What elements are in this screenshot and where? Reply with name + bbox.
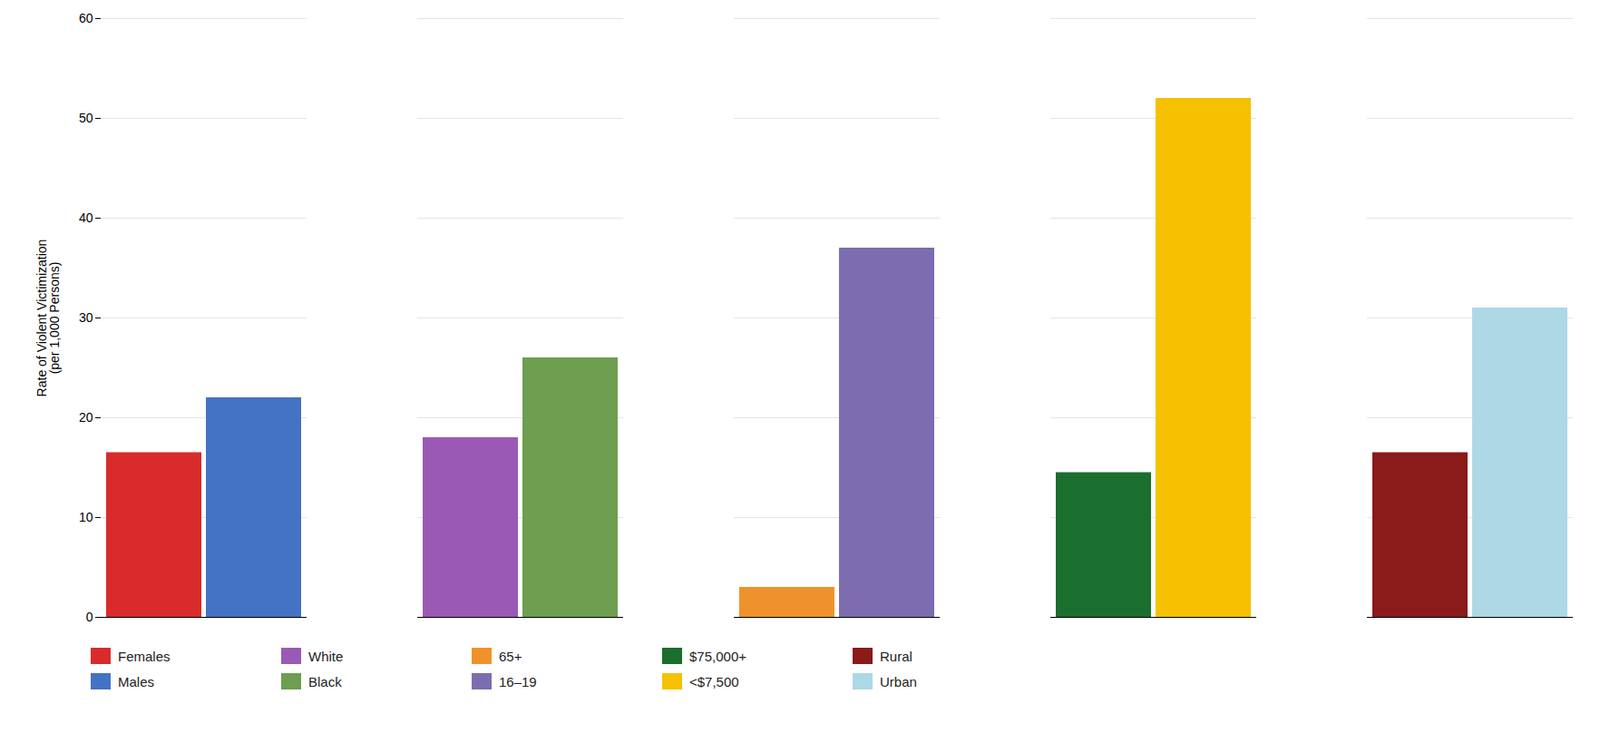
- html-text:$75,000+: $75,000+: [689, 648, 747, 664]
- html-text:65+: 65+: [498, 648, 522, 664]
- html-text:Urban: Urban: [879, 673, 917, 689]
- svg-text:0: 0: [86, 609, 94, 625]
- svg-text:10: 10: [78, 509, 94, 525]
- svg-text:30: 30: [78, 310, 94, 325]
- html-text:16–19: 16–19: [498, 673, 537, 689]
- svg-text:20: 20: [78, 409, 94, 425]
- html-text:<$7,500: <$7,500: [689, 673, 739, 689]
- svg-text:50: 50: [78, 110, 94, 126]
- html-text:White: White: [308, 648, 344, 664]
- html-text:Males: Males: [117, 673, 155, 689]
- svg-text:40: 40: [78, 210, 94, 225]
- svg-text:Rate of Violent Victimization(: Rate of Violent Victimization(per 1,000 …: [34, 239, 62, 398]
- svg-text:60: 60: [78, 10, 94, 26]
- html-text:Black: Black: [308, 673, 342, 689]
- html-text:Rural: Rural: [879, 648, 913, 664]
- html-text:Females: Females: [117, 648, 171, 664]
